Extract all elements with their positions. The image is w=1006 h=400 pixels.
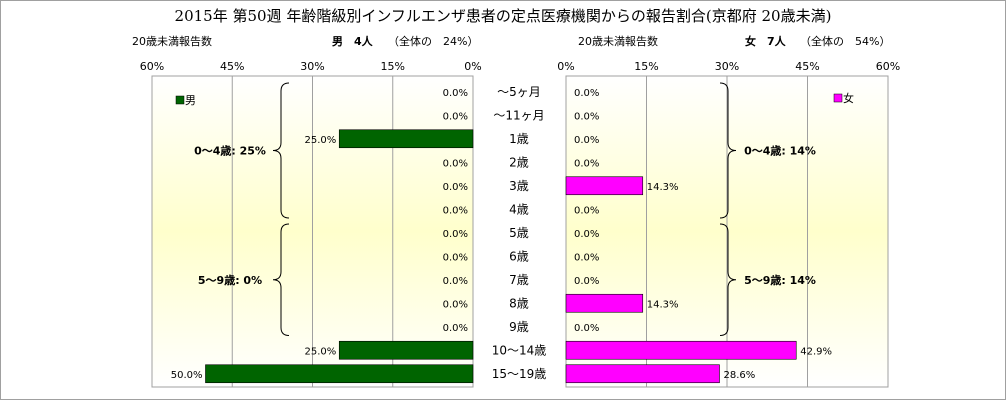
- category-label: 5歳: [509, 226, 529, 240]
- category-label: 6歳: [509, 249, 529, 263]
- category-label: 9歳: [509, 320, 529, 334]
- category-label: 3歳: [509, 179, 529, 193]
- right-tick-label: 60%: [876, 60, 900, 73]
- right-count-caption: 20歳未満報告数: [578, 35, 658, 48]
- male-value-label: 0.0%: [443, 111, 468, 122]
- category-label: 1歳: [509, 132, 529, 146]
- female-bar: [565, 340, 797, 360]
- male-value-label: 25.0%: [304, 346, 336, 357]
- category-label: 15～19歳: [492, 367, 547, 381]
- female-value-label: 0.0%: [574, 158, 599, 169]
- legend-female-label: 女: [843, 91, 854, 105]
- left-group-label: 0～4歳: 25%: [194, 144, 266, 158]
- category-label: ～11ヶ月: [493, 108, 544, 122]
- category-label: 10～14歳: [492, 343, 547, 357]
- male-value-label: 25.0%: [304, 135, 336, 146]
- left-tick-label: 30%: [300, 60, 324, 73]
- male-bar: [205, 364, 474, 384]
- left-tick-label: 45%: [220, 60, 244, 73]
- left-sex-count: 男 4人: [332, 34, 374, 48]
- right-group-label: 0～4歳: 14%: [744, 144, 816, 158]
- category-label: 8歳: [509, 296, 529, 310]
- female-bar: [565, 176, 644, 196]
- male-bar: [338, 129, 474, 149]
- right-share: （全体の 54%）: [800, 34, 890, 48]
- male-value-label: 0.0%: [443, 276, 468, 287]
- chart-title: 2015年 第50週 年齢階級別インフルエンザ患者の定点医療機関からの報告割合(…: [175, 7, 832, 25]
- right-group-brace: [719, 82, 737, 219]
- male-value-label: 0.0%: [443, 299, 468, 310]
- male-value-label: 0.0%: [443, 323, 468, 334]
- left-group-brace: [272, 82, 290, 219]
- male-value-label: 0.0%: [443, 182, 468, 193]
- right-tick-label: 0%: [557, 60, 574, 73]
- female-value-label: 42.9%: [800, 346, 832, 357]
- right-group-label: 5～9歳: 14%: [744, 273, 816, 287]
- category-label: 2歳: [509, 155, 529, 169]
- left-group-label: 5～9歳: 0%: [198, 273, 262, 287]
- female-value-label: 0.0%: [574, 111, 599, 122]
- male-value-label: 0.0%: [443, 252, 468, 263]
- female-value-label: 0.0%: [574, 252, 599, 263]
- male-value-label: 0.0%: [443, 229, 468, 240]
- male-bar: [338, 340, 474, 360]
- right-tick-label: 30%: [715, 60, 739, 73]
- male-value-label: 0.0%: [443, 88, 468, 99]
- left-tick-label: 60%: [140, 60, 164, 73]
- left-group-brace: [272, 223, 290, 336]
- legend-female-swatch: [833, 93, 843, 103]
- female-value-label: 0.0%: [574, 276, 599, 287]
- category-label: 7歳: [509, 273, 529, 287]
- category-label: ～5ヶ月: [497, 85, 541, 99]
- legend-male-swatch: [175, 95, 185, 105]
- right-tick-label: 15%: [634, 60, 658, 73]
- left-share: （全体の 24%）: [388, 34, 478, 48]
- female-bar: [565, 293, 644, 313]
- male-value-label: 0.0%: [443, 158, 468, 169]
- female-value-label: 0.0%: [574, 323, 599, 334]
- male-value-label: 50.0%: [171, 370, 203, 381]
- category-label: 4歳: [509, 202, 529, 216]
- right-sex-count: 女 7人: [745, 34, 787, 48]
- female-value-label: 14.3%: [647, 182, 679, 193]
- right-tick-label: 45%: [795, 60, 819, 73]
- female-value-label: 0.0%: [574, 229, 599, 240]
- female-value-label: 0.0%: [574, 88, 599, 99]
- female-value-label: 14.3%: [647, 299, 679, 310]
- legend-male-label: 男: [185, 94, 196, 107]
- right-group-brace: [719, 223, 737, 336]
- female-bar: [565, 364, 720, 384]
- female-value-label: 28.6%: [723, 370, 755, 381]
- left-tick-label: 15%: [381, 60, 405, 73]
- male-value-label: 0.0%: [443, 205, 468, 216]
- left-tick-label: 0%: [464, 60, 481, 73]
- female-value-label: 0.0%: [574, 135, 599, 146]
- female-value-label: 0.0%: [574, 205, 599, 216]
- left-count-caption: 20歳未満報告数: [132, 35, 212, 48]
